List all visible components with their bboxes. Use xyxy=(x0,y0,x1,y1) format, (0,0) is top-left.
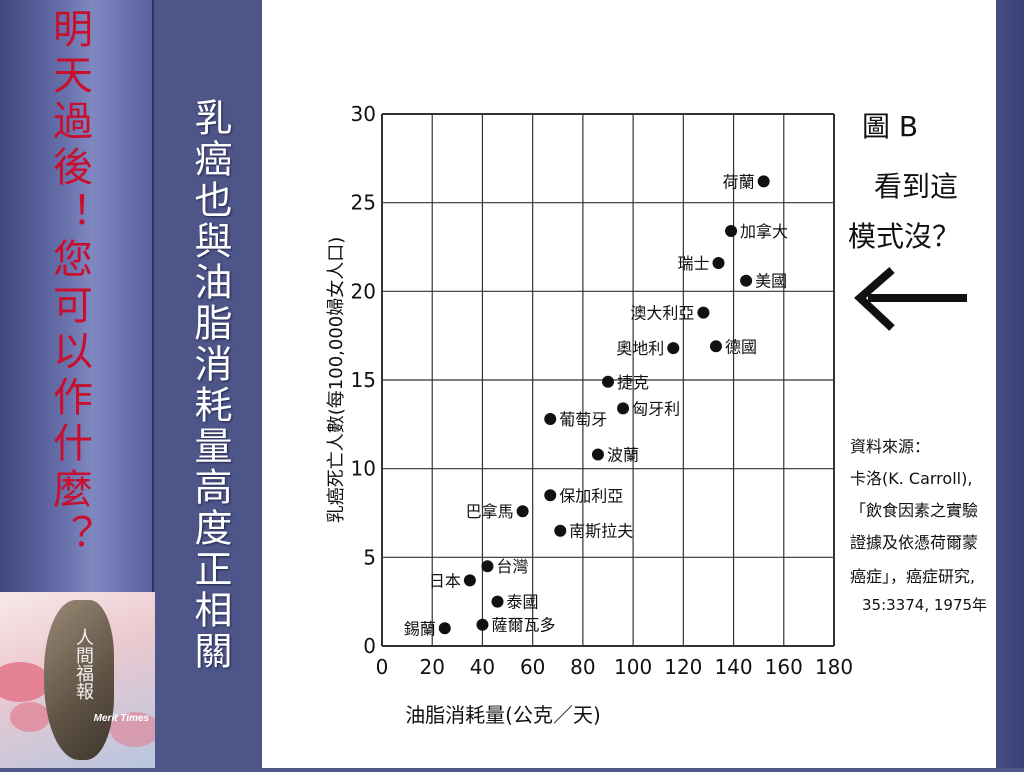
rock-image xyxy=(44,600,114,760)
x-tick-label: 20 xyxy=(419,655,444,679)
left-arrow-icon xyxy=(854,266,967,331)
data-point-label: 德國 xyxy=(725,337,757,356)
data-point xyxy=(516,505,529,518)
x-tick-label: 160 xyxy=(765,655,803,679)
logo-text: 人間福報 xyxy=(73,628,94,700)
data-point xyxy=(617,402,630,415)
source-line-5: 癌症」，癌症研究, xyxy=(850,567,975,586)
data-point-label: 加拿大 xyxy=(740,222,788,241)
x-tick-label: 120 xyxy=(664,655,702,679)
data-point-label: 奧地利 xyxy=(616,339,664,358)
source-line-3: 「飲食因素之實驗 xyxy=(850,501,978,520)
data-point-label: 錫蘭 xyxy=(404,619,436,638)
data-point-label: 澳大利亞 xyxy=(630,304,694,323)
y-tick-label: 10 xyxy=(351,457,376,481)
data-point-label: 捷克 xyxy=(617,373,649,392)
figure-label: 圖 B xyxy=(862,110,918,143)
logo-brand: Merit Times xyxy=(93,713,149,724)
y-tick-label: 20 xyxy=(351,279,376,303)
data-point-label: 南斯拉夫 xyxy=(569,522,633,541)
side-title: 明天過後！您可以作什麼？ xyxy=(46,8,92,560)
data-point-label: 保加利亞 xyxy=(559,486,623,505)
x-tick-label: 180 xyxy=(815,655,853,679)
question-line-1: 看到這 xyxy=(874,170,958,203)
data-point-label: 台灣 xyxy=(496,557,528,576)
data-point xyxy=(438,622,451,635)
data-point xyxy=(725,225,738,238)
data-point xyxy=(667,342,680,355)
y-tick-label: 30 xyxy=(351,102,376,126)
data-point-label: 薩爾瓦多 xyxy=(491,616,555,635)
question-line-2: 模式沒？ xyxy=(848,220,960,253)
data-point-label: 泰國 xyxy=(507,593,539,612)
data-point xyxy=(697,306,710,319)
x-tick-label: 100 xyxy=(614,655,652,679)
x-tick-label: 60 xyxy=(520,655,545,679)
data-point xyxy=(544,489,557,502)
data-point xyxy=(591,448,604,461)
x-tick-label: 40 xyxy=(470,655,495,679)
y-tick-label: 0 xyxy=(363,634,376,658)
data-point-label: 日本 xyxy=(429,571,461,590)
y-axis-label: 乳癌死亡人數(每100,000婦女人口) xyxy=(326,237,347,523)
y-tick-label: 15 xyxy=(351,368,376,392)
data-point xyxy=(757,175,770,188)
figure-panel: 0 20 40 60 80 100 120 140 160 180 0 5 10 15 20 25 30 荷蘭加… xyxy=(262,0,996,768)
source-line-6: 35:3374, 1975年 xyxy=(862,596,987,614)
source-line-4: 證據及依憑荷爾蒙 xyxy=(850,533,978,552)
data-point xyxy=(712,256,725,269)
main-title: 乳癌也與油脂消耗量高度正相關 xyxy=(188,98,232,672)
data-point-label: 匈牙利 xyxy=(632,399,680,418)
right-accent-strip xyxy=(996,0,1024,768)
scatter-chart: 0 20 40 60 80 100 120 140 160 180 0 5 10 15 20 25 30 荷蘭加… xyxy=(326,102,987,727)
left-accent-strip: 明天過後！您可以作什麼？ xyxy=(0,0,154,592)
x-tick-label: 0 xyxy=(376,655,389,679)
source-line-1: 資料來源： xyxy=(850,437,930,456)
data-point xyxy=(709,340,722,353)
data-point xyxy=(554,524,567,537)
data-point xyxy=(602,375,614,388)
data-point-label: 巴拿馬 xyxy=(466,502,514,521)
y-tick-label: 25 xyxy=(351,191,376,215)
data-point xyxy=(491,595,504,608)
x-tick-label: 140 xyxy=(714,655,752,679)
y-tick-label: 5 xyxy=(363,545,376,569)
x-tick-label: 80 xyxy=(570,655,595,679)
data-point xyxy=(544,413,557,426)
data-point-label: 荷蘭 xyxy=(723,172,755,191)
data-point xyxy=(740,274,753,287)
data-point xyxy=(476,618,489,631)
source-line-2: 卡洛(K. Carroll), xyxy=(850,469,972,488)
data-point xyxy=(463,574,476,587)
x-axis-label: 油脂消耗量(公克／天) xyxy=(405,703,601,727)
logo-merit-times: 人間福報 Merit Times xyxy=(0,592,155,768)
data-point-label: 美國 xyxy=(755,272,787,291)
data-point-label: 葡萄牙 xyxy=(559,410,607,429)
data-point-label: 瑞士 xyxy=(677,254,709,273)
data-point xyxy=(481,560,494,573)
data-point-label: 波蘭 xyxy=(607,445,639,464)
